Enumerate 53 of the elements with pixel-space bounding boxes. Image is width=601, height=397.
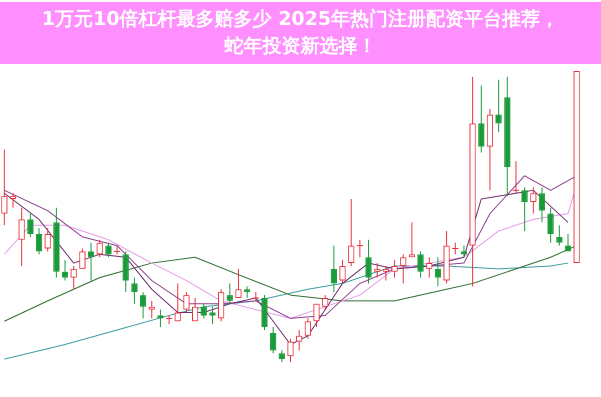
candlestick xyxy=(79,248,86,270)
candlestick xyxy=(304,318,311,340)
candlestick xyxy=(36,228,42,255)
candlestick xyxy=(330,245,337,293)
candlestick xyxy=(27,213,34,238)
candlestick xyxy=(452,242,459,255)
candlestick xyxy=(460,245,468,258)
candlestick xyxy=(157,309,164,328)
candlestick xyxy=(391,260,398,278)
candlestick xyxy=(278,350,285,362)
candlestick xyxy=(226,282,233,304)
chart-title: 1万元10倍杠杆最多赔多少 2025年热门注册配资平台推荐，蛇年投资新选择！ xyxy=(40,7,560,59)
candlestick xyxy=(496,79,502,133)
candlestick xyxy=(556,224,562,246)
candlestick xyxy=(348,198,354,266)
candlestick xyxy=(252,292,260,302)
candlestick xyxy=(70,265,77,290)
candlestick xyxy=(356,239,364,258)
candlestick xyxy=(426,256,432,278)
candlestick xyxy=(209,306,216,325)
candlestick xyxy=(140,292,146,319)
candlestick xyxy=(131,277,138,304)
candlestick xyxy=(96,239,103,258)
candlestick xyxy=(174,282,181,322)
candlestick xyxy=(270,326,276,354)
candlestick xyxy=(313,303,320,328)
candlestick xyxy=(105,242,112,258)
candlestick xyxy=(478,85,484,153)
candlestick xyxy=(538,186,546,223)
candlestick xyxy=(417,250,424,278)
candlestick xyxy=(200,303,207,319)
candlestick xyxy=(113,245,121,255)
candlestick xyxy=(564,233,572,252)
candlestick xyxy=(374,262,380,278)
candlestick xyxy=(287,338,294,362)
candlestick xyxy=(365,239,372,284)
candlestick xyxy=(18,207,25,266)
candlestick xyxy=(1,149,8,226)
candlestick xyxy=(512,160,520,194)
candlestick xyxy=(148,300,155,319)
candlestick xyxy=(296,329,302,351)
candlestick xyxy=(522,186,528,232)
candlestick xyxy=(10,192,16,208)
candlestick xyxy=(382,265,390,282)
candlestick xyxy=(434,256,442,287)
candlestick xyxy=(192,297,198,322)
candlestick xyxy=(530,186,536,214)
candlestick xyxy=(400,254,406,284)
candlestick xyxy=(548,207,554,244)
candlestick xyxy=(44,228,51,252)
candlestick xyxy=(183,292,190,314)
candlestick xyxy=(235,268,242,298)
candlestick xyxy=(339,260,346,284)
